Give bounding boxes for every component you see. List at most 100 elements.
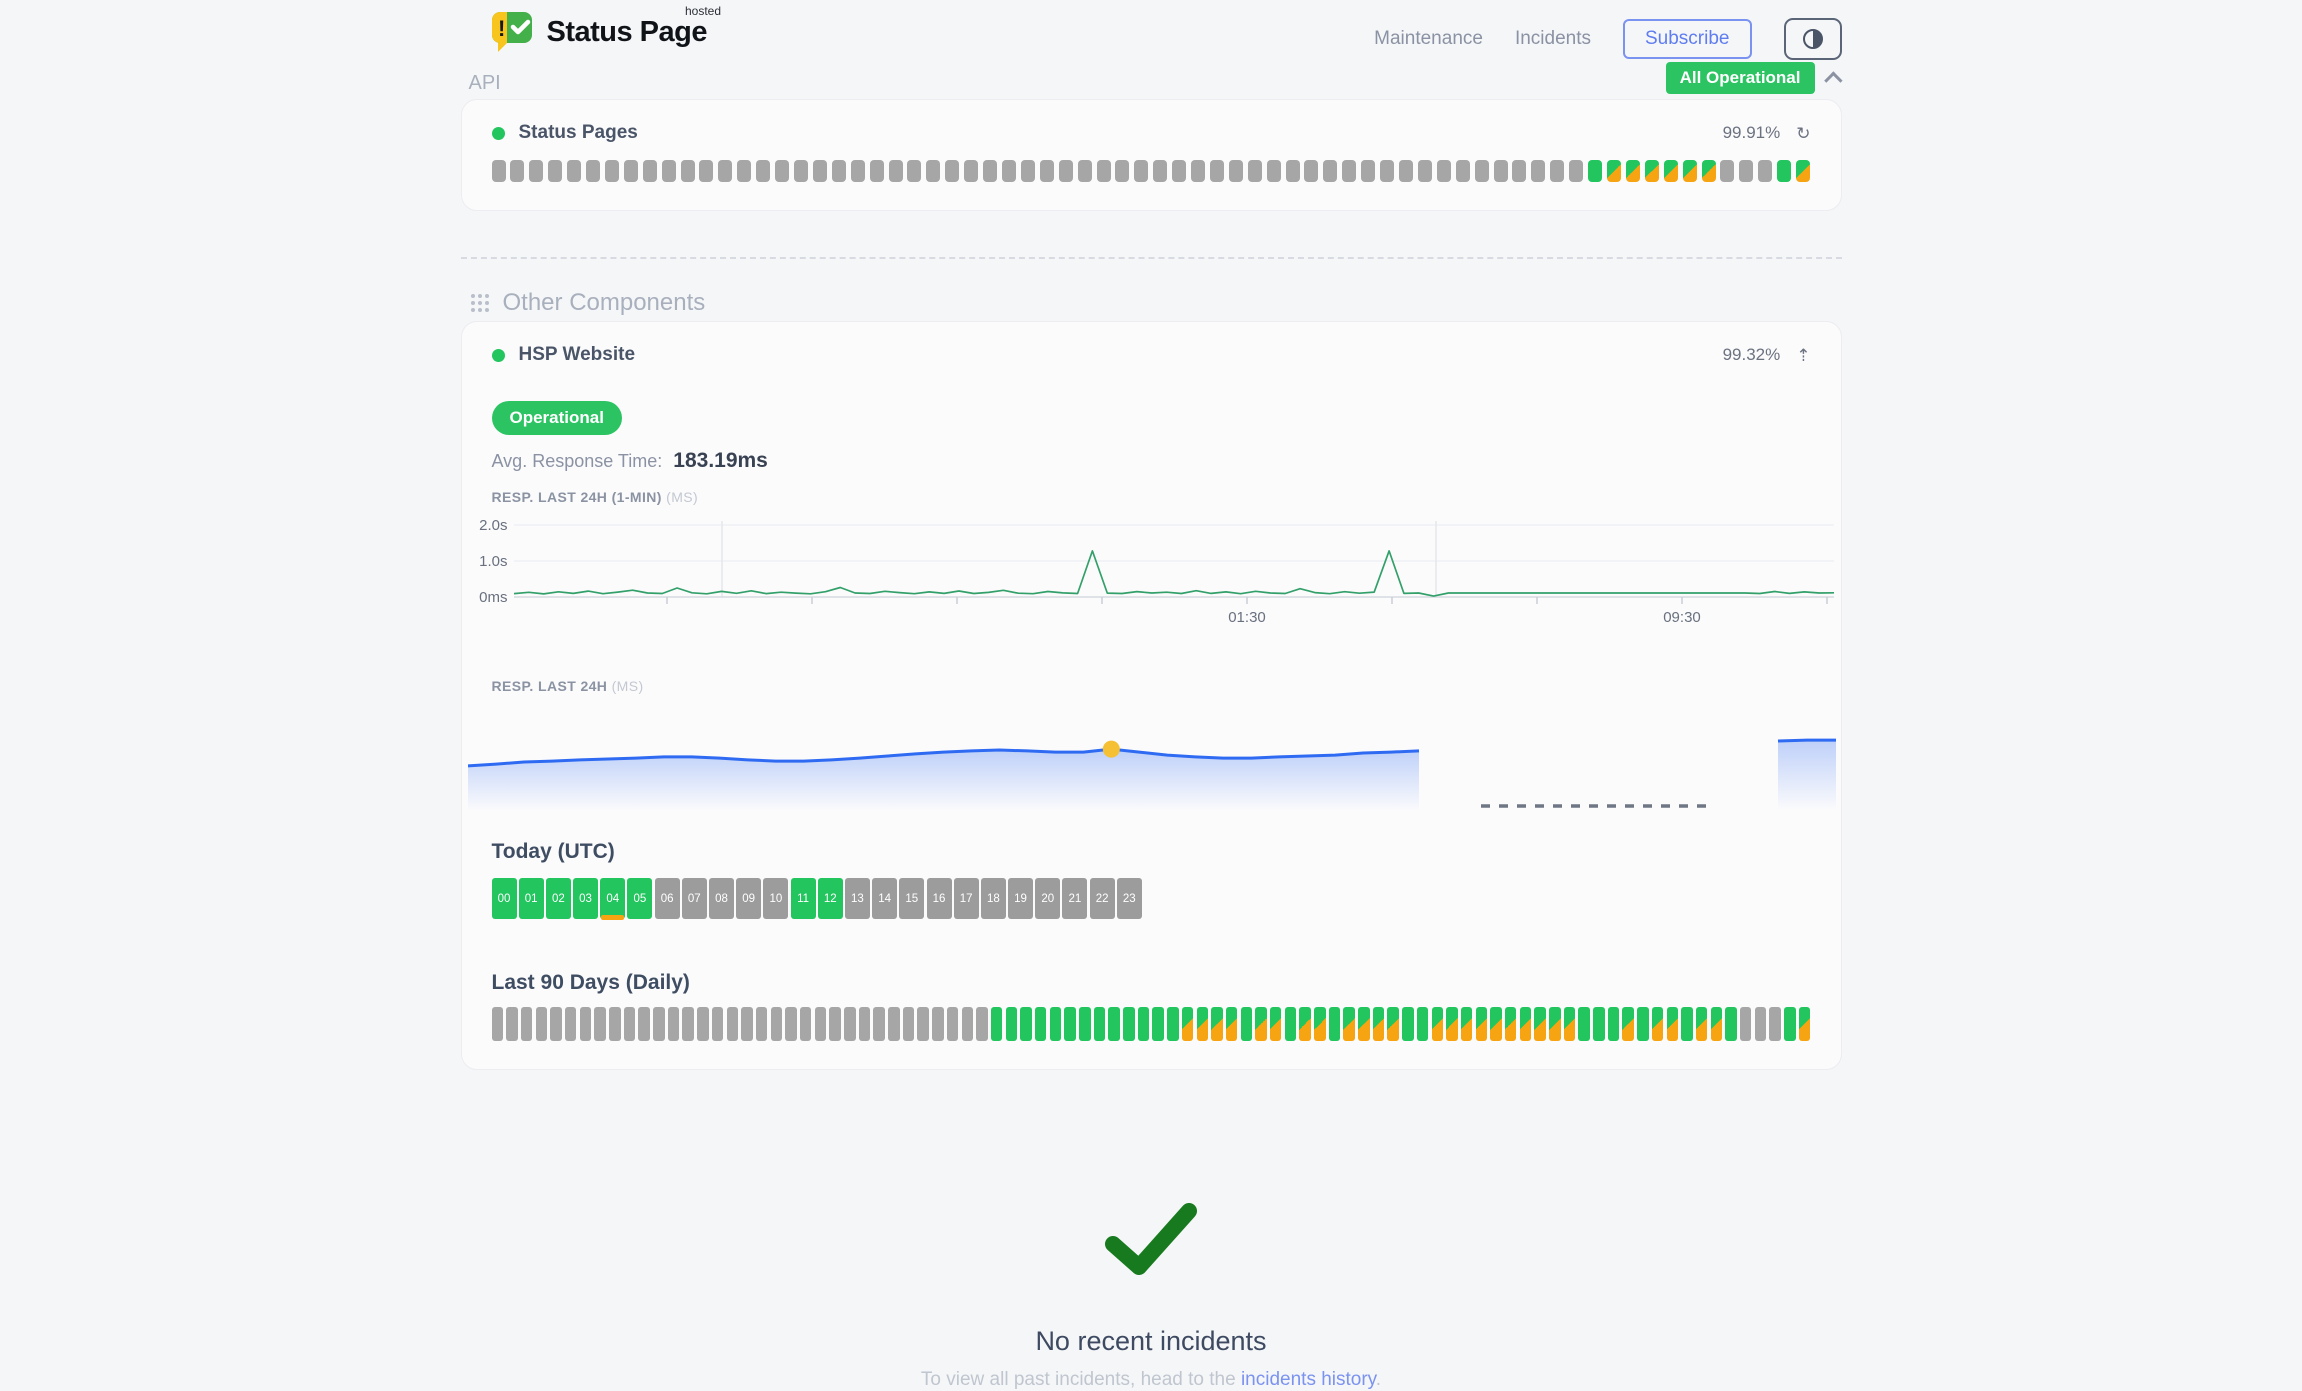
uptime-bar[interactable] xyxy=(491,160,506,182)
uptime-bar[interactable] xyxy=(1695,1007,1708,1041)
uptime-bar[interactable] xyxy=(814,1007,827,1041)
hour-cell-09[interactable]: 09 xyxy=(736,878,762,919)
hour-cell-04[interactable]: 04 xyxy=(600,878,626,920)
uptime-bar[interactable] xyxy=(1284,1007,1297,1041)
uptime-bar[interactable] xyxy=(1720,160,1735,182)
uptime-bar[interactable] xyxy=(1191,160,1206,182)
logo[interactable]: ! Status Page hosted xyxy=(489,4,721,54)
uptime-bar[interactable] xyxy=(579,1007,592,1041)
uptime-bar[interactable] xyxy=(812,160,827,182)
uptime-bar[interactable] xyxy=(1798,1007,1811,1041)
uptime-bar[interactable] xyxy=(741,1007,753,1041)
hour-cell-02[interactable]: 02 xyxy=(545,878,571,919)
uptime-bar[interactable] xyxy=(1172,160,1187,182)
subscribe-button[interactable]: Subscribe xyxy=(1623,19,1752,59)
uptime-bar[interactable] xyxy=(653,1007,665,1041)
uptime-bar[interactable] xyxy=(1758,160,1773,182)
uptime-bar[interactable] xyxy=(1064,1007,1076,1041)
uptime-bar[interactable] xyxy=(1285,160,1300,182)
uptime-bar[interactable] xyxy=(550,1007,562,1041)
nav-incidents[interactable]: Incidents xyxy=(1514,28,1591,49)
uptime-bar[interactable] xyxy=(1416,1007,1429,1041)
uptime-bar[interactable] xyxy=(1777,160,1792,182)
hour-cell-22[interactable]: 22 xyxy=(1089,878,1115,919)
uptime-bar[interactable] xyxy=(1784,1007,1796,1041)
hour-cell-12[interactable]: 12 xyxy=(817,878,843,919)
uptime-bar[interactable] xyxy=(594,1007,606,1041)
uptime-bar[interactable] xyxy=(831,160,846,182)
uptime-bar[interactable] xyxy=(1328,1007,1341,1041)
uptime-bar[interactable] xyxy=(907,160,922,182)
uptime-bar[interactable] xyxy=(1531,160,1546,182)
hour-cell-05[interactable]: 05 xyxy=(627,878,653,919)
uptime-bar[interactable] xyxy=(1701,160,1716,182)
uptime-bar[interactable] xyxy=(1549,1007,1561,1041)
uptime-bar[interactable] xyxy=(1211,1007,1223,1041)
uptime-bar[interactable] xyxy=(1266,160,1281,182)
uptime-bar[interactable] xyxy=(1115,160,1130,182)
uptime-bar[interactable] xyxy=(756,160,771,182)
hour-cell-11[interactable]: 11 xyxy=(790,878,816,919)
uptime-bar[interactable] xyxy=(1593,1007,1605,1041)
uptime-bar[interactable] xyxy=(491,1007,503,1041)
uptime-bar[interactable] xyxy=(1020,1007,1032,1041)
uptime-bar[interactable] xyxy=(888,160,903,182)
uptime-bar[interactable] xyxy=(850,160,865,182)
arrow-up-icon[interactable]: ⇡ xyxy=(1796,345,1811,365)
uptime-bar[interactable] xyxy=(1034,1007,1047,1041)
uptime-bar[interactable] xyxy=(1606,160,1621,182)
collapse-chevron-icon[interactable] xyxy=(1823,70,1843,90)
uptime-bar[interactable] xyxy=(1361,160,1376,182)
uptime-bar[interactable] xyxy=(1563,1007,1576,1041)
uptime-bar[interactable] xyxy=(926,160,941,182)
uptime-bar[interactable] xyxy=(1578,1007,1590,1041)
uptime-bar[interactable] xyxy=(794,160,808,182)
uptime-bar[interactable] xyxy=(1255,1007,1267,1041)
uptime-bar[interactable] xyxy=(1196,1007,1208,1041)
uptime-bar[interactable] xyxy=(638,1007,650,1041)
uptime-bar[interactable] xyxy=(1380,160,1395,182)
uptime-bar[interactable] xyxy=(1228,160,1243,182)
uptime-bar[interactable] xyxy=(661,160,676,182)
uptime-bar[interactable] xyxy=(1402,1007,1414,1041)
uptime-bar[interactable] xyxy=(737,160,752,182)
uptime-bar[interactable] xyxy=(1550,160,1565,182)
uptime-bar[interactable] xyxy=(1769,1007,1781,1041)
uptime-bar[interactable] xyxy=(1431,1007,1443,1041)
hour-cell-17[interactable]: 17 xyxy=(953,878,979,919)
uptime-bar[interactable] xyxy=(1475,1007,1488,1041)
uptime-bar[interactable] xyxy=(1588,160,1603,182)
uptime-bar[interactable] xyxy=(1304,160,1319,182)
uptime-bar[interactable] xyxy=(829,1007,841,1041)
uptime-bar[interactable] xyxy=(932,1007,944,1041)
uptime-bar[interactable] xyxy=(1269,1007,1282,1041)
uptime-bar[interactable] xyxy=(718,160,733,182)
uptime-bar[interactable] xyxy=(1372,1007,1385,1041)
uptime-bar[interactable] xyxy=(564,1007,577,1041)
uptime-bar[interactable] xyxy=(1077,160,1092,182)
refresh-icon[interactable]: ↻ xyxy=(1796,123,1811,143)
uptime-bar[interactable] xyxy=(1108,1007,1120,1041)
uptime-bar[interactable] xyxy=(858,1007,871,1041)
uptime-bar[interactable] xyxy=(990,1007,1003,1041)
uptime-bar[interactable] xyxy=(697,1007,709,1041)
hour-cell-18[interactable]: 18 xyxy=(980,878,1006,919)
uptime-bar[interactable] xyxy=(529,160,544,182)
uptime-bar[interactable] xyxy=(1399,160,1413,182)
uptime-bar[interactable] xyxy=(1455,160,1470,182)
uptime-bar[interactable] xyxy=(1446,1007,1458,1041)
uptime-bar[interactable] xyxy=(1137,1007,1150,1041)
uptime-bar[interactable] xyxy=(961,1007,973,1041)
uptime-bar[interactable] xyxy=(1240,1007,1253,1041)
hour-cell-21[interactable]: 21 xyxy=(1062,878,1088,919)
uptime-bar[interactable] xyxy=(873,1007,885,1041)
uptime-bar[interactable] xyxy=(775,160,790,182)
all-operational-badge[interactable]: All Operational xyxy=(1665,62,1815,94)
uptime-bar[interactable] xyxy=(1005,1007,1018,1041)
uptime-bar[interactable] xyxy=(1058,160,1073,182)
hour-cell-13[interactable]: 13 xyxy=(844,878,870,919)
uptime-bar[interactable] xyxy=(623,1007,636,1041)
uptime-bar[interactable] xyxy=(1644,160,1659,182)
uptime-bar[interactable] xyxy=(726,1007,738,1041)
uptime-bar[interactable] xyxy=(1225,1007,1238,1041)
